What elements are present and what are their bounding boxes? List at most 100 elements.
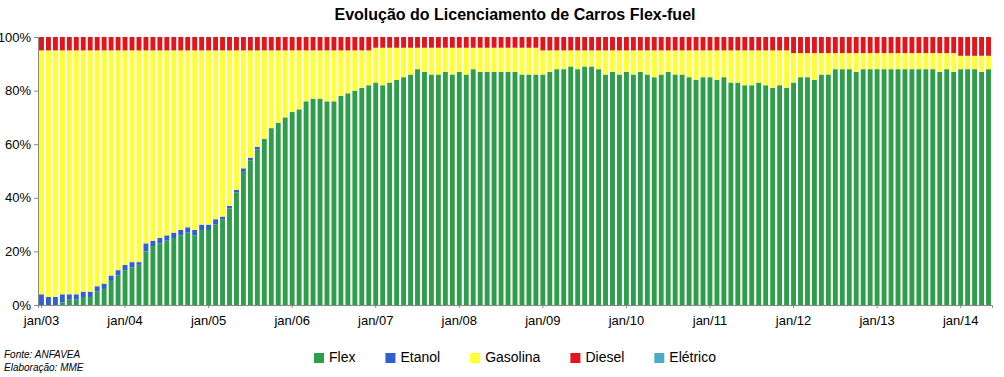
bar-segment [847, 53, 852, 69]
bar-segment [171, 233, 176, 238]
bar-segment [74, 37, 79, 50]
bar-segment [290, 50, 295, 112]
bar-segment [965, 37, 970, 56]
bar-segment [596, 37, 601, 50]
bar-segment [756, 83, 761, 305]
bar-segment [373, 37, 378, 38]
bar-segment [882, 37, 887, 38]
bar-segment [986, 37, 991, 38]
series-bars [39, 48, 991, 297]
bar-segment [157, 37, 162, 50]
bar-segment [234, 37, 239, 50]
bar-segment [749, 37, 754, 38]
bar-segment [178, 37, 183, 50]
bar-segment [561, 50, 566, 69]
bar-segment [568, 66, 573, 305]
bar-segment [102, 37, 107, 38]
bar-segment [471, 37, 476, 38]
bar-segment [673, 50, 678, 74]
bar-segment [986, 56, 991, 69]
bar-segment [777, 50, 782, 85]
bar-segment [749, 50, 754, 85]
bar-segment [137, 37, 142, 38]
bar-segment [680, 37, 685, 38]
bar-segment [840, 53, 845, 69]
bar-segment [102, 37, 107, 50]
bar-segment [422, 37, 427, 48]
bar-segment [540, 50, 545, 74]
bar-segment [610, 37, 615, 50]
bar-segment [88, 292, 93, 297]
bar-segment [325, 101, 330, 305]
bar-segment [826, 75, 831, 305]
bar-segment [659, 37, 664, 38]
bar-segment [478, 72, 483, 305]
bar-segment [116, 276, 121, 305]
bar-segment [708, 37, 713, 50]
bar-segment [206, 225, 211, 230]
bar-segment [506, 37, 511, 38]
bar-segment [617, 75, 622, 305]
bar-segment [526, 37, 531, 38]
bar-segment [387, 37, 392, 38]
bar-segment [401, 48, 406, 77]
y-tick: 100% [0, 30, 38, 45]
bar-segment [603, 37, 608, 38]
bar-segment [812, 80, 817, 305]
bar-segment [909, 37, 914, 38]
bar-segment [192, 37, 197, 50]
bar-segment [401, 37, 406, 38]
bar-segment [930, 69, 935, 305]
bar-segment [791, 53, 796, 82]
x-tick-label: jan/13 [858, 313, 894, 328]
bar-segment [95, 37, 100, 50]
bar-segment [332, 50, 337, 101]
bar-segment [429, 37, 434, 48]
bar-segment [603, 37, 608, 50]
bar-segment [88, 297, 93, 305]
bar-segment [185, 37, 190, 50]
x-tick-label: jan/05 [190, 313, 226, 328]
bar-segment [304, 101, 309, 305]
bar-segment [944, 69, 949, 305]
bar-segment [972, 56, 977, 69]
bar-segment [227, 37, 232, 50]
bar-segment [861, 37, 866, 38]
bar-segment [283, 37, 288, 38]
bar-segment [102, 50, 107, 283]
bar-segment [561, 37, 566, 38]
bar-segment [916, 37, 921, 53]
bar-segment [359, 37, 364, 50]
bar-segment [130, 50, 135, 262]
bar-segment [450, 75, 455, 305]
bar-segment [39, 50, 44, 294]
bar-segment [492, 37, 497, 38]
bar-segment [666, 37, 671, 50]
bar-segment [903, 53, 908, 69]
bar-segment [645, 37, 650, 38]
bar-segment [749, 37, 754, 50]
bar-segment [520, 48, 525, 75]
bar-segment [485, 72, 490, 305]
bar-segment [311, 37, 316, 38]
bar-segment [443, 37, 448, 38]
bar-segment [164, 37, 169, 50]
bar-segment [443, 37, 448, 48]
bar-segment [88, 37, 93, 50]
bar-segment [311, 50, 316, 98]
bar-segment [95, 50, 100, 286]
bar-segment [798, 77, 803, 305]
bar-segment [81, 37, 86, 38]
bar-segment [596, 69, 601, 305]
bar-segment [875, 37, 880, 38]
bar-segment [88, 37, 93, 38]
bar-segment [520, 75, 525, 305]
bar-segment [603, 50, 608, 74]
bar-segment [88, 50, 93, 291]
bar-segment [812, 37, 817, 38]
bar-segment [875, 53, 880, 69]
bar-segment [826, 37, 831, 38]
bar-segment [137, 262, 142, 265]
bar-segment [533, 75, 538, 305]
bar-segment [854, 37, 859, 53]
